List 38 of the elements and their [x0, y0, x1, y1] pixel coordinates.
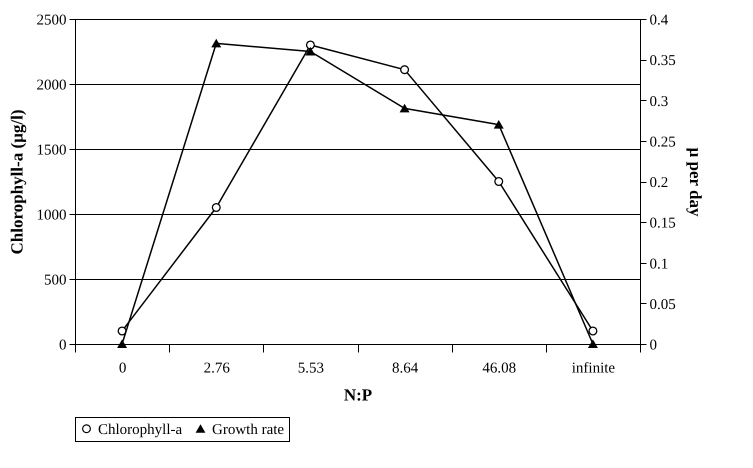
- y2-tick-label: 0.15: [650, 216, 676, 232]
- point: [118, 340, 127, 348]
- y-tick-label: 1500: [36, 142, 66, 158]
- x-tick-label: 2.76: [204, 360, 230, 376]
- point: [494, 120, 504, 129]
- point: [400, 65, 410, 74]
- y2-tick-label: 0.35: [650, 53, 676, 70]
- x-tick-label: 0: [118, 360, 126, 376]
- y2-tick-label: 0.4: [650, 12, 669, 28]
- y-tick-label: 2500: [36, 12, 66, 28]
- legend-label: Chlorophyll-a: [98, 422, 182, 438]
- x-tick-label: 5.53: [298, 360, 324, 376]
- y2-axis-title: µ per day: [686, 148, 705, 217]
- y2-tick-label: 0: [650, 338, 657, 354]
- x-axis-title: N:P: [344, 386, 372, 404]
- y-tick-label: 1000: [36, 208, 66, 224]
- point: [212, 39, 221, 48]
- y-tick-label: 0: [59, 338, 66, 354]
- y-tick-label: 2000: [36, 78, 66, 94]
- point: [400, 104, 410, 112]
- point: [306, 40, 315, 50]
- point: [306, 47, 315, 56]
- y2-tick-label: 0.2: [650, 175, 668, 191]
- point: [588, 326, 598, 336]
- x-tick-label: 8.64: [392, 360, 419, 376]
- y2-tick-label: 0.05: [650, 296, 676, 313]
- legend-label: Growth rate: [212, 422, 284, 438]
- y2-tick-label: 0.25: [650, 134, 676, 150]
- y2-tick-label: 0.3: [650, 94, 668, 110]
- point: [212, 202, 221, 212]
- point: [494, 176, 504, 186]
- y-tick-label: 500: [44, 272, 66, 288]
- point: [118, 326, 127, 336]
- x-tick-label: 46.08: [482, 360, 516, 376]
- y-axis-title: Chlorophyll-a (µg/l): [8, 109, 26, 255]
- y2-tick-label: 0.1: [650, 256, 668, 272]
- point: [588, 340, 598, 348]
- x-tick-label: infinite: [572, 360, 616, 376]
